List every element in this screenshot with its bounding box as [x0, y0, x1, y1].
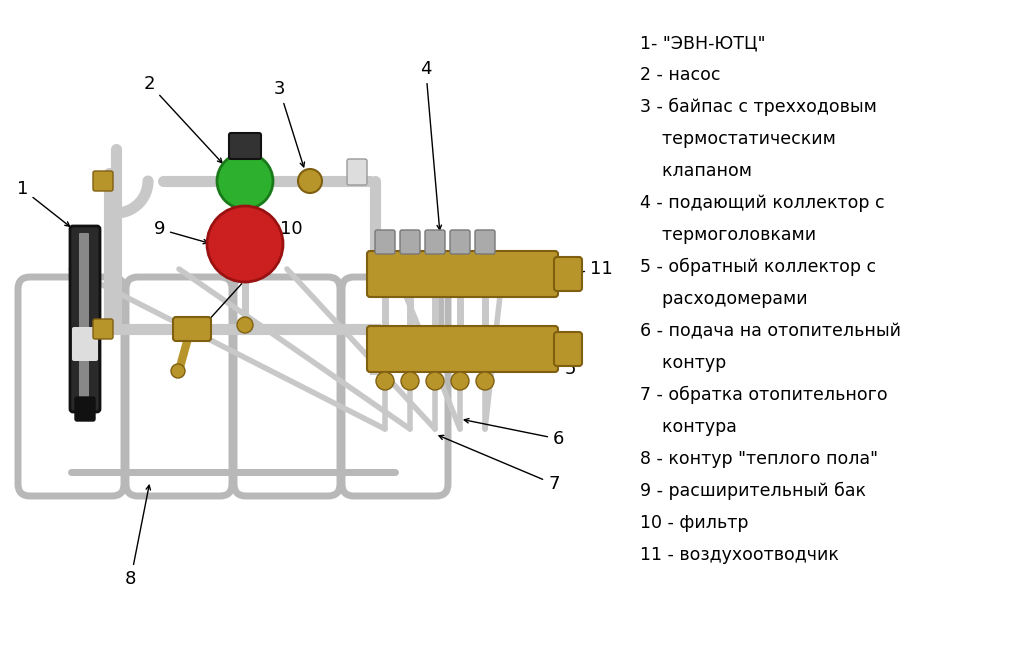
FancyBboxPatch shape — [93, 319, 113, 339]
Text: 1: 1 — [16, 180, 70, 226]
Text: 11: 11 — [571, 260, 612, 278]
Text: 4 - подающий коллектор с: 4 - подающий коллектор с — [640, 194, 885, 212]
Text: 11 - воздухоотводчик: 11 - воздухоотводчик — [640, 546, 839, 564]
Circle shape — [426, 372, 444, 390]
Text: 5 - обратный коллектор с: 5 - обратный коллектор с — [640, 258, 877, 276]
Circle shape — [376, 372, 394, 390]
Text: 10 - фильтр: 10 - фильтр — [640, 514, 749, 532]
Text: 5: 5 — [565, 353, 577, 378]
FancyBboxPatch shape — [400, 230, 420, 254]
FancyBboxPatch shape — [475, 230, 495, 254]
FancyBboxPatch shape — [70, 226, 100, 412]
Circle shape — [298, 169, 322, 193]
FancyBboxPatch shape — [173, 317, 211, 341]
Text: 7 - обратка отопительного: 7 - обратка отопительного — [640, 386, 888, 404]
Text: 9: 9 — [154, 220, 208, 244]
Text: 9 - расширительный бак: 9 - расширительный бак — [640, 482, 866, 500]
Text: 4: 4 — [420, 60, 441, 230]
Circle shape — [171, 364, 185, 378]
Text: клапаном: клапаном — [640, 162, 752, 180]
FancyBboxPatch shape — [79, 233, 89, 405]
Text: термостатическим: термостатическим — [640, 130, 836, 148]
Circle shape — [237, 317, 253, 333]
FancyBboxPatch shape — [367, 326, 558, 372]
FancyBboxPatch shape — [375, 230, 395, 254]
FancyBboxPatch shape — [367, 251, 558, 297]
FancyBboxPatch shape — [72, 327, 98, 361]
Text: 3: 3 — [273, 80, 304, 167]
FancyBboxPatch shape — [450, 230, 470, 254]
Circle shape — [401, 372, 419, 390]
Text: 3 - байпас с трехходовым: 3 - байпас с трехходовым — [640, 98, 877, 116]
Text: контур: контур — [640, 354, 726, 372]
FancyBboxPatch shape — [554, 257, 582, 291]
Circle shape — [217, 153, 273, 209]
Text: контура: контура — [640, 418, 737, 436]
FancyBboxPatch shape — [554, 332, 582, 366]
Text: 2 - насос: 2 - насос — [640, 66, 721, 84]
FancyBboxPatch shape — [75, 397, 95, 421]
Circle shape — [451, 372, 469, 390]
Text: термоголовками: термоголовками — [640, 226, 816, 244]
FancyBboxPatch shape — [93, 171, 113, 191]
FancyBboxPatch shape — [347, 159, 367, 185]
Text: 1- "ЭВН-ЮТЦ": 1- "ЭВН-ЮТЦ" — [640, 34, 766, 52]
Text: 8 - контур "теплого пола": 8 - контур "теплого пола" — [640, 450, 878, 468]
FancyBboxPatch shape — [425, 230, 445, 254]
Text: 10: 10 — [189, 220, 303, 341]
Circle shape — [476, 372, 494, 390]
Text: 6 - подача на отопительный: 6 - подача на отопительный — [640, 322, 901, 340]
FancyBboxPatch shape — [229, 133, 261, 159]
Text: 7: 7 — [439, 436, 559, 493]
Text: 8: 8 — [125, 485, 151, 588]
Text: 2: 2 — [143, 75, 222, 163]
Circle shape — [207, 206, 283, 282]
Text: расходомерами: расходомерами — [640, 290, 808, 308]
Text: 6: 6 — [464, 418, 564, 448]
